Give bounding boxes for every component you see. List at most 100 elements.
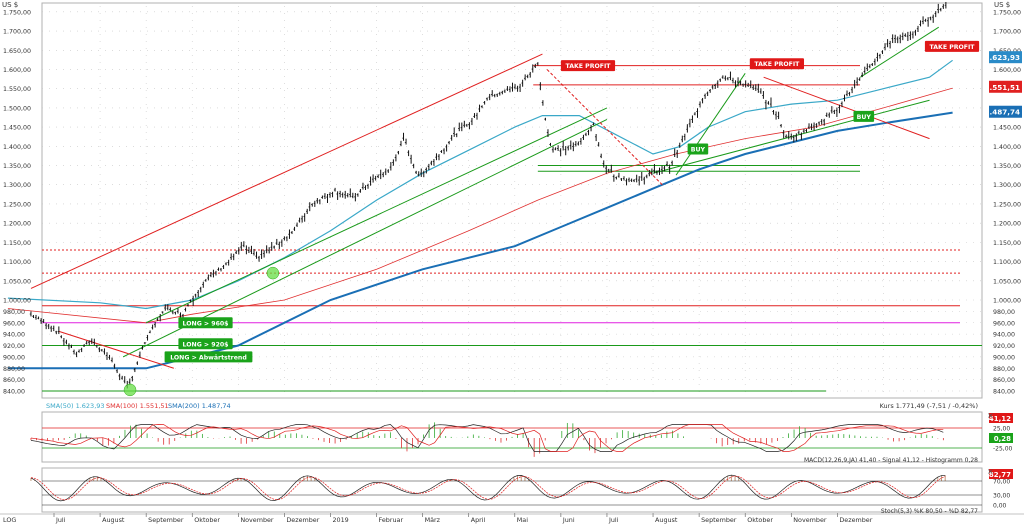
y-tick-label-left: 1.600,00 xyxy=(3,67,31,74)
trend-line xyxy=(30,53,543,289)
y-tick-label-right: 1.200,00 xyxy=(993,221,1021,228)
y-tick-label-left: 880,00 xyxy=(3,366,25,373)
x-tick-label: Mai xyxy=(517,516,528,524)
annotation-label: LONG > 960$ xyxy=(183,320,229,327)
y-tick-label-left: 1.200,00 xyxy=(3,221,31,228)
y-tick-label-left: 1.500,00 xyxy=(3,105,31,112)
y-tick-label-left: 1.700,00 xyxy=(3,29,31,36)
x-tick-label: LOG xyxy=(3,516,16,524)
annotations: TAKE PROFIT TAKE PROFIT TAKE PROFIT BUY BUY L… xyxy=(164,40,980,363)
macd-badge-top xyxy=(989,413,1013,423)
y-tick-label-right: 980,00 xyxy=(993,309,1015,316)
y-tick-label-right: 880,00 xyxy=(993,366,1015,373)
macd-badge-bottom xyxy=(989,433,1013,443)
y-tick-label-right: 1.600,00 xyxy=(993,67,1021,74)
x-tick-label: Juni xyxy=(562,516,575,524)
legend-kurs: Kurs 1.771,49 (-7,51 / -0,42%) xyxy=(880,402,978,410)
y-tick-label-left: 1.150,00 xyxy=(3,240,31,247)
y-tick-label-left: 960,00 xyxy=(3,320,25,327)
currency-label-left: US $ xyxy=(2,1,18,9)
x-tick-label: 2019 xyxy=(332,516,348,524)
price-badge xyxy=(989,51,1022,64)
price-badge-label: 1.551,51 xyxy=(985,83,1020,92)
price-badge xyxy=(989,80,1022,93)
y-tick-label-left: 1.000,00 xyxy=(3,298,31,305)
x-tick-label: Dezember xyxy=(839,516,872,524)
stoch-panel-frame xyxy=(41,467,983,513)
macd-tick-label: -25,00 xyxy=(993,446,1013,453)
x-tick-label: September xyxy=(701,516,737,524)
x-tick-label: Juli xyxy=(608,516,619,524)
y-tick-label-right: 940,00 xyxy=(993,332,1015,339)
x-tick-label: Dezember xyxy=(286,516,319,524)
y-axis-left: 840,00 860,00 880,00 900,00 920,00 940,00 960,… xyxy=(3,9,31,395)
annotation-label: TAKE PROFIT xyxy=(754,61,800,68)
stoch-close-icon[interactable]: × xyxy=(987,467,994,476)
y-tick-label-left: 940,00 xyxy=(3,332,25,339)
stoch-k-line xyxy=(30,474,946,502)
macd-tick-label: 25,00 xyxy=(993,426,1010,433)
trend-line xyxy=(145,107,608,324)
x-tick-label: Oktober xyxy=(194,516,220,524)
stoch-badge-label: 82,77 xyxy=(989,471,1011,479)
y-tick-label-left: 1.350,00 xyxy=(3,163,31,170)
y-tick-label-left: 1.450,00 xyxy=(3,125,31,132)
macd-label: MACD(12,26,9,JA) 41,40 - Signal 41,12 - … xyxy=(804,457,978,464)
annotation-box xyxy=(924,40,980,52)
annotation-box xyxy=(164,351,253,363)
y-tick-label-right: 1.750,00 xyxy=(993,9,1021,16)
annotation-label: BUY xyxy=(691,147,706,154)
y-tick-label-left: 1.650,00 xyxy=(3,48,31,55)
y-tick-label-left: 1.550,00 xyxy=(3,86,31,93)
legend-sma200: SMA(200) 1.487,74 xyxy=(168,402,231,410)
y-tick-label-left: 920,00 xyxy=(3,343,25,350)
y-tick-label-right: 860,00 xyxy=(993,377,1015,384)
trend-line xyxy=(546,69,663,186)
stoch-d-line xyxy=(30,475,946,501)
y-tick-label-left: 840,00 xyxy=(3,389,25,396)
stoch-label: Stoch(5,3) %K 80,50 - %D 82,77 xyxy=(881,508,978,515)
annotation-box xyxy=(687,143,709,155)
x-tick-label: November xyxy=(793,516,827,524)
y-tick-label-left: 1.250,00 xyxy=(3,201,31,208)
y-tick-label-right: 1.400,00 xyxy=(993,144,1021,151)
macd-close-icon[interactable]: × xyxy=(987,411,994,420)
y-tick-label-right: 840,00 xyxy=(993,389,1015,396)
y-tick-label-right: 1.250,00 xyxy=(993,201,1021,208)
y-tick-label-right: 1.350,00 xyxy=(993,163,1021,170)
stoch-badge xyxy=(989,469,1013,479)
y-tick-label-left: 1.100,00 xyxy=(3,259,31,266)
annotation-box xyxy=(178,317,233,329)
x-tick-label: März xyxy=(425,516,441,524)
annotation-label: LONG > Abwärtstrend xyxy=(170,354,247,361)
signal-marker-circle xyxy=(123,383,137,397)
y-tick-label-left: 1.400,00 xyxy=(3,144,31,151)
sma-line-2 xyxy=(7,111,953,370)
currency-label-right: US $ xyxy=(994,1,1010,9)
y-tick-label-right: 1.100,00 xyxy=(993,259,1021,266)
trend-line xyxy=(763,76,930,140)
macd-badge-top-label: 41,12 xyxy=(989,415,1011,423)
y-tick-label-right: 960,00 xyxy=(993,320,1015,327)
x-tick-label: August xyxy=(655,516,678,524)
x-tick-label: April xyxy=(471,516,486,524)
annotation-box xyxy=(560,60,616,72)
x-axis: LOG Juli August September Oktober November Dez… xyxy=(0,513,1024,524)
trend-line xyxy=(675,73,746,176)
y-tick-label-left: 900,00 xyxy=(3,354,25,361)
legend-sma50: SMA(50) 1.623,93 xyxy=(46,402,105,410)
stochastic-panel: 70,00 30,00 0,00 82,77 xyxy=(30,469,1013,510)
main-panel-frame xyxy=(41,2,983,399)
y-tick-label-right: 1.300,00 xyxy=(993,182,1021,189)
trend-line xyxy=(860,26,940,78)
y-tick-label-right: 1.700,00 xyxy=(993,29,1021,36)
y-axis-right: 840,00 860,00 880,00 900,00 920,00 940,00 960,… xyxy=(993,9,1021,395)
signal-marker-circle xyxy=(266,266,280,280)
markers xyxy=(123,266,280,397)
macd-panel: 25,00 -25,00 41,12 0,28 xyxy=(30,413,1013,457)
annotation-box xyxy=(853,110,875,122)
stoch-tick-label: 0,00 xyxy=(993,503,1007,510)
annotation-label: TAKE PROFIT xyxy=(565,63,611,70)
y-tick-label-left: 1.750,00 xyxy=(3,9,31,16)
